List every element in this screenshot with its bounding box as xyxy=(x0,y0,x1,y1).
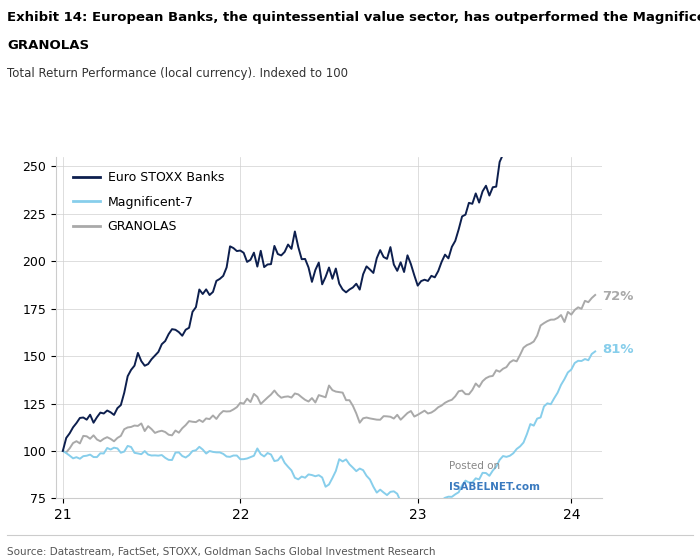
Text: 72%: 72% xyxy=(602,290,634,304)
Text: Posted on: Posted on xyxy=(449,461,500,471)
Text: 81%: 81% xyxy=(602,343,634,356)
Text: Exhibit 14: European Banks, the quintessential value sector, has outperformed th: Exhibit 14: European Banks, the quintess… xyxy=(7,11,700,24)
Text: ISABELNET.com: ISABELNET.com xyxy=(449,482,540,492)
Text: Source: Datastream, FactSet, STOXX, Goldman Sachs Global Investment Research: Source: Datastream, FactSet, STOXX, Gold… xyxy=(7,547,435,557)
Legend: Euro STOXX Banks, Magnificent-7, GRANOLAS: Euro STOXX Banks, Magnificent-7, GRANOLA… xyxy=(68,166,229,238)
Text: GRANOLAS: GRANOLAS xyxy=(7,39,89,52)
Text: Total Return Performance (local currency). Indexed to 100: Total Return Performance (local currency… xyxy=(7,67,348,80)
